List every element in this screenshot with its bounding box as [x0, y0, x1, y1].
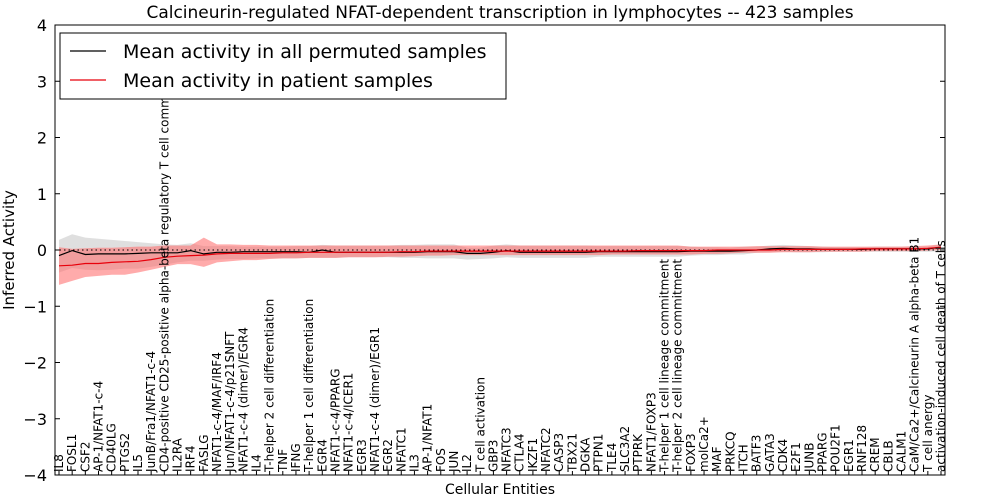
x-tick-label: CBLB — [881, 440, 895, 472]
x-tick-label: MAF — [710, 446, 724, 472]
x-tick-label: IL4 — [250, 454, 264, 472]
x-tick-label: T cell activation — [473, 377, 487, 473]
y-tick-label: 3 — [37, 72, 47, 91]
x-tick-label: RNF128 — [855, 425, 869, 472]
x-tick-label: IFNG — [289, 443, 303, 472]
x-tick-label: CDK4 — [776, 439, 790, 472]
y-tick-label: −1 — [23, 297, 47, 316]
bands-layer — [59, 234, 941, 285]
x-tick-label: CREM — [868, 437, 882, 472]
x-tick-label: CASP3 — [552, 433, 566, 472]
x-tick-label: JunB/Fra1/NFAT1-c-4 — [144, 351, 158, 473]
x-tick-label: PPARG — [816, 432, 830, 472]
y-tick-label: 0 — [37, 241, 47, 260]
x-tick-label: BATF3 — [750, 435, 764, 472]
x-tick-label: PRKCQ — [723, 431, 737, 472]
x-tick-label: CaM/Ca2+/Calcineurin A alpha-beta B1 — [908, 237, 922, 472]
x-tick-label: JUN — [447, 451, 461, 473]
x-tick-label: CSF2 — [78, 441, 92, 472]
y-tick-label: 2 — [37, 129, 47, 148]
x-tick-label: AP-1/NFAT1 — [421, 404, 435, 472]
x-tick-label: GBP3 — [486, 440, 500, 472]
x-tick-label: T cell anergy — [921, 395, 935, 473]
x-tick-label: CD40LG — [105, 423, 119, 472]
x-tick-label: EGR1 — [842, 439, 856, 472]
x-tick-label: IL5 — [131, 454, 145, 472]
x-tick-label: NFAT1-c-4 (dimer)/EGR4 — [236, 327, 250, 472]
x-tick-label: NFAT1-c-4/PPARG — [328, 368, 342, 472]
x-tick-label: FOXP3 — [684, 433, 698, 472]
x-tick-label: NFAT1-c-4/ICER1 — [342, 373, 356, 472]
x-axis-label: Cellular Entities — [445, 482, 555, 498]
x-tick-label: IL8 — [52, 454, 66, 472]
x-tick-label: CALM1 — [895, 431, 909, 472]
y-tick-label: 1 — [37, 185, 47, 204]
x-tick-label: TNF — [276, 449, 290, 473]
x-tick-label: NFATC1 — [394, 427, 408, 472]
y-tick-label: −3 — [23, 410, 47, 429]
x-tick-label: T-helper 1 cell lineage commitment — [658, 259, 672, 473]
y-axis-label: Inferred Activity — [0, 190, 18, 310]
x-tick-label: IL2 — [460, 454, 474, 472]
y-tick-label: −4 — [23, 466, 47, 485]
x-tick-label: T-helper 1 cell differentiation — [302, 299, 316, 473]
series-line-patient — [58, 246, 942, 267]
y-tick-label: 4 — [37, 16, 47, 35]
x-tick-label: PTGS2 — [118, 433, 132, 472]
x-tick-label: NFATC3 — [500, 427, 514, 472]
x-tick-label: GATA3 — [763, 433, 777, 472]
chart-title: Calcineurin-regulated NFAT-dependent tra… — [146, 3, 853, 23]
x-tick-label: CTLA4 — [513, 433, 527, 472]
legend-label-patient: Mean activity in patient samples — [123, 70, 433, 92]
x-tick-label: EGR4 — [315, 439, 329, 472]
x-tick-label: AP-1/NFAT1-c-4 — [92, 381, 106, 472]
x-tick-label: NFAT1-c-4 (dimer)/EGR1 — [368, 327, 382, 472]
y-tick-label: −2 — [23, 354, 47, 373]
x-tick-label: FOSL1 — [65, 434, 79, 472]
x-tick-label: PTPN1 — [592, 434, 606, 472]
x-tick-label: DGKA — [579, 437, 593, 472]
x-tick-label: IRF4 — [184, 446, 198, 472]
x-tick-label: JUNB — [802, 443, 816, 474]
x-tick-label: IL2RA — [171, 437, 185, 472]
x-tick-label: CD4-positive CD25-positive alpha-beta re… — [157, 56, 171, 472]
x-tick-label: molCa2+ — [697, 416, 711, 472]
x-tick-label: IKZF1 — [526, 438, 540, 472]
x-tick-label: T-helper 2 cell differentiation — [263, 299, 277, 473]
x-tick-label: TBX21 — [565, 433, 579, 473]
x-tick-label: FASLG — [197, 434, 211, 472]
x-tick-label: E2F1 — [789, 442, 803, 472]
x-tick-label: SLC3A2 — [618, 426, 632, 472]
x-tick-label: FOS — [434, 448, 448, 472]
x-tick-label: EGR3 — [355, 439, 369, 472]
legend-label-permuted: Mean activity in all permuted samples — [123, 41, 486, 63]
x-tick-label: NFAT1-c-4/MAF/IRF4 — [210, 352, 224, 472]
x-tick-label: IL3 — [407, 454, 421, 472]
legend: Mean activity in all permuted samples Mea… — [59, 32, 507, 100]
x-tick-label: POU2F1 — [829, 424, 843, 472]
legend-box — [59, 32, 507, 100]
x-tick-label: NFATC2 — [539, 427, 553, 472]
x-tick-label: activation-induced cell death of T cells — [934, 240, 948, 472]
x-tick-label: T-helper 2 cell lineage commitment — [671, 259, 685, 473]
x-tick-label: EGR2 — [381, 439, 395, 472]
lines-layer — [55, 246, 945, 267]
x-tick-label: ITCH — [737, 444, 751, 472]
x-tick-label: Jun/NFAT1-c-4/p21SNFT — [223, 331, 237, 473]
x-tick-label: TLE4 — [605, 443, 619, 473]
x-tick-label: PTPRK — [631, 433, 645, 472]
x-tick-label: NFAT1/FOXP3 — [644, 392, 658, 472]
